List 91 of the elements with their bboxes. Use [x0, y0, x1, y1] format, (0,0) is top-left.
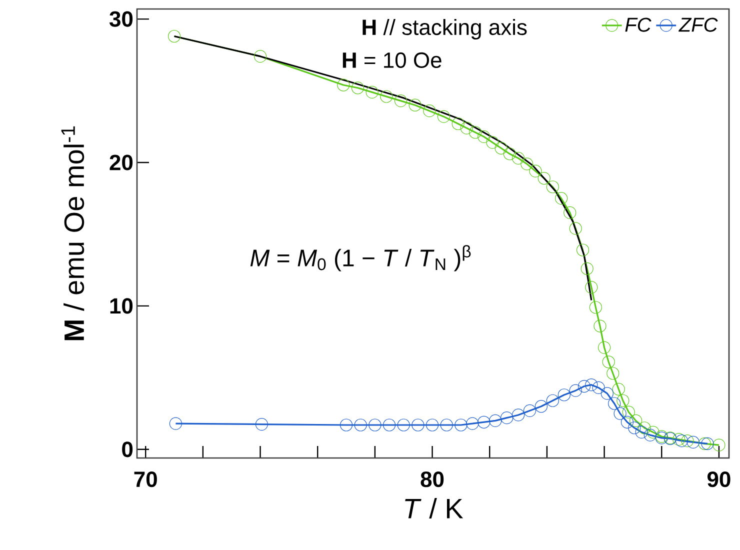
point	[426, 418, 439, 432]
point	[169, 417, 182, 430]
x-axis-title: T / K	[405, 498, 464, 519]
y-tick-label: 20	[110, 154, 133, 170]
point	[466, 417, 479, 430]
annotation: H = 10 Oe	[342, 52, 442, 68]
point	[554, 192, 568, 205]
point	[520, 158, 534, 170]
point	[408, 98, 422, 112]
point	[686, 436, 700, 449]
point	[602, 356, 615, 368]
point	[397, 418, 410, 432]
point	[254, 50, 267, 63]
point	[503, 148, 516, 160]
point	[585, 280, 598, 294]
point	[460, 122, 473, 134]
point	[534, 400, 548, 413]
point	[638, 422, 651, 434]
point	[337, 78, 350, 92]
x-tick-label: 90	[708, 472, 730, 488]
point	[598, 341, 611, 354]
point	[644, 428, 656, 442]
point	[255, 418, 268, 431]
point	[620, 416, 634, 428]
point	[580, 262, 594, 275]
point	[569, 222, 582, 235]
point	[546, 180, 559, 194]
point	[523, 404, 536, 417]
point	[612, 382, 625, 396]
x-tick-label: 80	[420, 472, 444, 488]
point	[486, 136, 499, 149]
point	[512, 152, 525, 164]
legend-label: FC	[625, 18, 652, 32]
x-tick-label: 70	[134, 472, 157, 488]
text: M = M$_{0}$ (1 − T / T$_{N}$ )$^{β}$	[250, 245, 471, 272]
point	[168, 30, 181, 43]
point	[368, 418, 382, 432]
point	[512, 408, 525, 422]
point	[340, 418, 353, 432]
point	[712, 438, 726, 452]
point	[606, 367, 620, 380]
point	[478, 130, 490, 143]
point	[546, 394, 559, 407]
point	[354, 418, 367, 432]
y-tick-label: 30	[109, 11, 133, 27]
point	[478, 416, 490, 428]
point	[630, 414, 642, 428]
point	[698, 437, 711, 450]
point	[616, 394, 630, 407]
point	[489, 414, 502, 428]
point	[394, 94, 408, 108]
point	[454, 418, 468, 432]
point	[635, 426, 648, 438]
point	[382, 418, 396, 432]
point	[594, 320, 606, 332]
point	[646, 426, 660, 438]
point	[437, 110, 450, 123]
point	[701, 437, 714, 450]
point	[628, 422, 641, 434]
point	[468, 126, 482, 139]
point	[576, 244, 590, 256]
y-axis-title: M / emu Oe mol$^{-1}$	[61, 126, 84, 340]
point	[592, 381, 605, 394]
point	[351, 82, 364, 94]
point	[423, 104, 436, 118]
annotation: H // stacking axis	[362, 18, 527, 40]
legend-label: ZFC	[678, 18, 718, 32]
point	[366, 86, 378, 98]
point	[608, 397, 621, 410]
point	[380, 90, 393, 103]
point	[675, 434, 688, 448]
point	[440, 418, 453, 432]
point	[585, 378, 598, 392]
point	[600, 387, 614, 400]
point	[558, 388, 570, 402]
point	[494, 142, 508, 154]
y-tick-label: 0	[122, 442, 133, 458]
point	[538, 172, 550, 185]
point	[564, 206, 576, 219]
point	[569, 384, 582, 397]
point	[681, 434, 694, 448]
point	[614, 407, 626, 420]
y-tick-label: 10	[110, 298, 133, 314]
point	[578, 380, 591, 393]
point	[452, 117, 464, 130]
point	[672, 433, 686, 446]
point	[589, 301, 602, 314]
point	[412, 418, 424, 432]
point	[500, 412, 514, 424]
point	[622, 406, 635, 418]
point	[529, 164, 542, 178]
